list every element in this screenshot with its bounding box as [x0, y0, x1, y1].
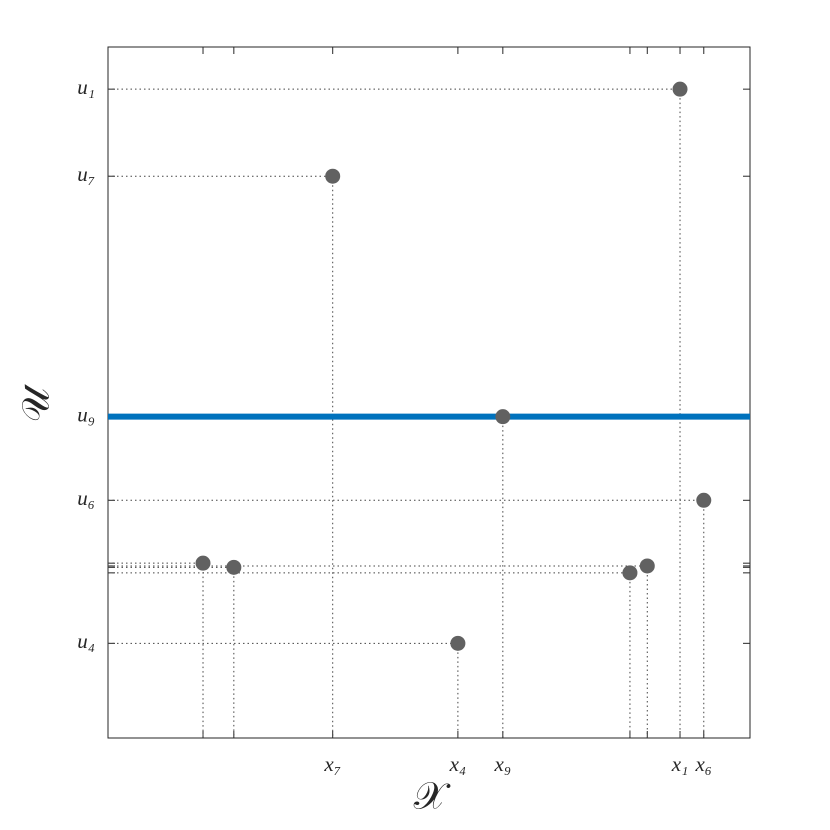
y-tick-label: u₆	[77, 486, 95, 510]
point	[495, 409, 511, 425]
point	[639, 558, 655, 574]
point	[622, 565, 638, 581]
x-tick-label: x₆	[694, 752, 712, 776]
x-tick-label: x₇	[323, 752, 341, 776]
x-tick-label: x₄	[449, 752, 467, 776]
y-tick-label: u₁	[77, 75, 95, 99]
x-tick-label: x₉	[494, 752, 512, 776]
plot-frame	[107, 46, 751, 739]
point	[450, 635, 466, 651]
point	[325, 168, 341, 184]
y-tick-label: u₉	[77, 402, 95, 426]
y-tick-label: u₄	[77, 629, 95, 653]
y-axis-label: 𝒰	[16, 383, 58, 422]
point	[195, 555, 211, 571]
point	[672, 81, 688, 97]
point	[696, 492, 712, 508]
x-tick-label: x₁	[671, 752, 689, 776]
point	[226, 559, 242, 575]
x-axis-label: 𝒳	[414, 776, 451, 818]
y-tick-label: u₇	[77, 162, 95, 186]
